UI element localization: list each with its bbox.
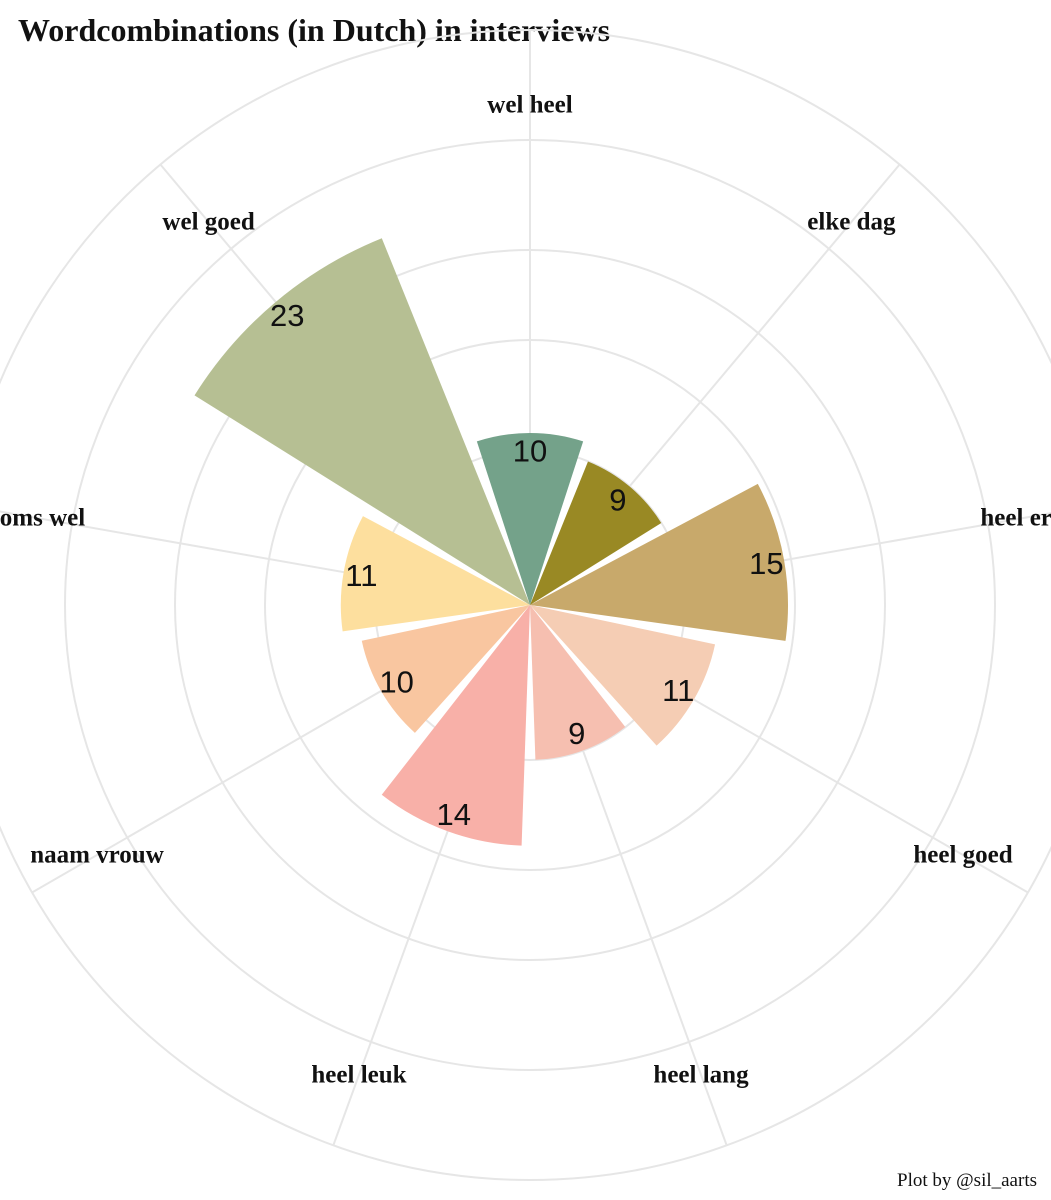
category-label: wel heel	[487, 92, 572, 119]
bar-wel-heel	[476, 433, 584, 605]
category-label: heel leuk	[311, 1061, 406, 1088]
value-label: 11	[662, 673, 694, 708]
bars-group	[194, 238, 788, 846]
category-label: elke dag	[807, 208, 896, 235]
category-labels-group: wel heel elke dag heel erg heel goed heel la…	[0, 92, 1051, 1089]
bar-heel-erg	[530, 483, 788, 641]
category-label: wel goed	[162, 208, 254, 235]
bar-wel-goed	[194, 238, 530, 606]
value-label: 9	[609, 483, 626, 518]
category-label: heel erg	[980, 505, 1051, 532]
category-label: heel goed	[913, 842, 1012, 869]
value-labels-group: 10 9 15 11 9 14 10 11 23	[270, 298, 784, 832]
value-label: 11	[345, 558, 377, 593]
bar-heel-lang	[530, 605, 626, 760]
bar-heel-goed	[530, 605, 716, 746]
bar-elke-dag	[530, 461, 662, 605]
value-label: 23	[270, 298, 304, 333]
bar-soms-wel	[340, 516, 530, 632]
value-label: 10	[513, 434, 547, 469]
category-label: heel lang	[653, 1061, 749, 1088]
category-label: naam vrouw	[30, 842, 164, 869]
value-label: 15	[749, 546, 783, 581]
bar-naam-vrouw	[361, 605, 530, 733]
plot-caption: Plot by @sil_aarts	[897, 1170, 1037, 1191]
value-label: 14	[437, 797, 471, 832]
category-label: soms wel	[0, 505, 85, 532]
bar-heel-leuk	[381, 605, 530, 846]
value-label: 9	[568, 716, 585, 751]
value-label: 10	[379, 665, 413, 700]
